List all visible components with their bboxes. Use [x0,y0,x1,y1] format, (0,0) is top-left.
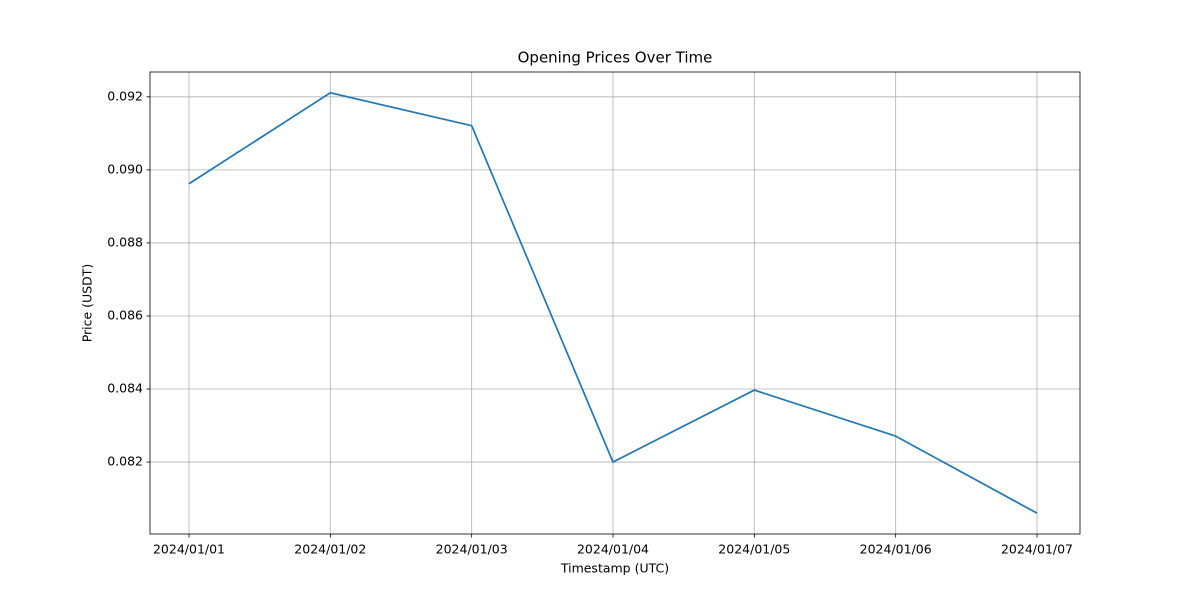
x-tick-label: 2024/01/04 [577,542,649,557]
x-tick-label: 2024/01/02 [294,542,366,557]
chart-title: Opening Prices Over Time [518,49,713,67]
x-tick-label: 2024/01/05 [718,542,790,557]
y-axis-label: Price (USDT) [80,264,95,343]
y-tick-label: 0.082 [107,454,143,469]
line-series [188,91,1038,514]
y-tick-label: 0.086 [107,307,143,322]
x-tick-label: 2024/01/03 [436,542,508,557]
y-tick-label: 0.092 [107,88,143,103]
x-tick-label: 2024/01/06 [860,542,932,557]
y-tick-label: 0.088 [107,234,143,249]
x-tick-label: 2024/01/07 [1001,542,1073,557]
y-tick-label: 0.084 [107,381,143,396]
plot-frame [149,71,1081,535]
y-tick-label: 0.090 [107,161,143,176]
x-tick-label: 2024/01/01 [153,542,225,557]
x-axis-label: Timestamp (UTC) [560,561,669,576]
